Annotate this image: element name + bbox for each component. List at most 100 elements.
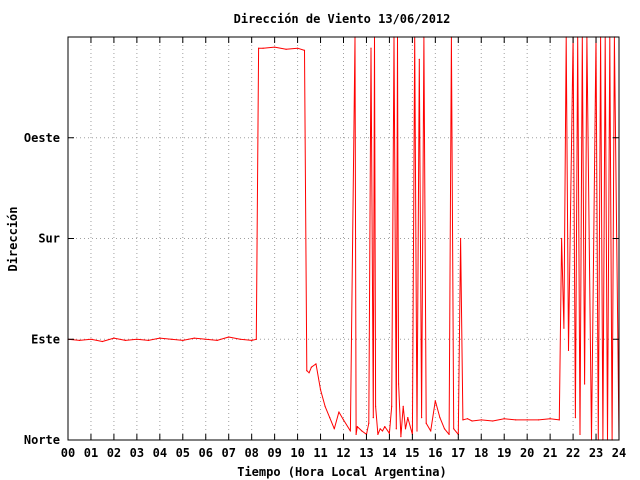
x-tick-label: 18 [474, 446, 488, 460]
data-point [182, 339, 184, 341]
data-point [579, 433, 581, 435]
x-tick-label: 16 [428, 446, 442, 460]
data-point [297, 47, 299, 49]
data-point [349, 430, 351, 432]
data-point [147, 339, 149, 341]
data-point [375, 405, 377, 407]
data-point [101, 340, 103, 343]
x-tick-label: 21 [543, 446, 557, 460]
data-point [515, 419, 517, 421]
data-point [549, 418, 551, 420]
data-point [384, 426, 386, 428]
series-path [67, 36, 620, 441]
data-point [228, 336, 230, 338]
x-tick-label: 07 [221, 446, 235, 460]
x-tick-label: 00 [61, 446, 75, 460]
data-point [395, 428, 397, 430]
data-point [574, 417, 577, 419]
data-point [306, 370, 308, 372]
data-point [113, 337, 115, 339]
tick-layer [67, 37, 620, 441]
x-tick-label: 02 [107, 446, 121, 460]
data-point [462, 419, 464, 421]
data-point [78, 339, 81, 341]
data-point [430, 430, 432, 432]
x-tick-label: 05 [176, 446, 190, 460]
y-axis-label: Dirección [6, 206, 20, 271]
y-tick-label: Este [31, 332, 60, 346]
x-tick-label: 12 [336, 446, 350, 460]
data-point [439, 417, 441, 419]
data-point [303, 49, 306, 52]
data-point [407, 417, 409, 419]
data-point [159, 337, 161, 339]
x-tick-labels: 00 01 02 03 04 05 06 07 08 09 10 11 12 13 14 15 16 17 18 19… [61, 446, 626, 460]
x-tick-label: 15 [405, 446, 419, 460]
data-point [124, 339, 126, 341]
data-point [333, 428, 335, 430]
x-tick-label: 08 [244, 446, 258, 460]
data-point [319, 389, 322, 391]
data-point [170, 338, 172, 340]
data-point [503, 418, 505, 420]
x-tick-label: 06 [199, 446, 213, 460]
data-point [379, 428, 381, 430]
x-tick-label: 04 [153, 446, 167, 460]
y-tick-label: Sur [38, 232, 60, 246]
x-tick-label: 03 [130, 446, 144, 460]
x-tick-label: 14 [382, 446, 396, 460]
data-point [404, 428, 407, 430]
x-tick-label: 10 [290, 446, 304, 460]
x-tick-label: 24 [612, 446, 626, 460]
data-point [492, 420, 494, 422]
data-point [193, 337, 195, 339]
x-tick-label: 13 [359, 446, 373, 460]
grid-layer [68, 37, 619, 440]
data-point [342, 419, 345, 421]
y-tick-labels: Norte Este Sur Oeste [24, 131, 60, 447]
data-point [558, 419, 560, 421]
x-tick-label: 09 [267, 446, 281, 460]
data-point [563, 327, 565, 329]
data-point [308, 372, 310, 374]
data-point [356, 426, 358, 428]
data-point [418, 58, 420, 61]
data-point [315, 363, 317, 365]
data-point [400, 436, 402, 438]
data-point [561, 237, 563, 240]
data-point [255, 338, 257, 340]
data-point [584, 383, 586, 385]
data-point [324, 405, 326, 407]
data-point [443, 428, 446, 430]
data-point [448, 433, 450, 435]
x-tick-label: 11 [313, 446, 327, 460]
data-point [90, 338, 92, 340]
x-tick-label: 01 [84, 446, 98, 460]
data-point [372, 417, 374, 419]
data-point [216, 339, 218, 341]
data-point [402, 405, 404, 407]
data-point [434, 400, 436, 402]
data-point [368, 422, 370, 424]
data-point [377, 433, 379, 435]
data-point [274, 46, 276, 48]
data-point [262, 47, 264, 49]
x-tick-label: 23 [589, 446, 603, 460]
data-point [205, 338, 207, 340]
y-tick-label: Norte [24, 433, 60, 447]
data-point [251, 339, 253, 341]
x-tick-label: 17 [451, 446, 465, 460]
data-point [421, 417, 423, 419]
data-point [338, 411, 340, 413]
data-point [480, 419, 482, 421]
data-point [329, 417, 331, 419]
data-point [453, 428, 455, 430]
data-point [526, 419, 528, 421]
data-point [388, 432, 390, 434]
data-point [239, 338, 241, 340]
chart-title: Dirección de Viento 13/06/2012 [234, 12, 451, 26]
x-tick-label: 22 [566, 446, 580, 460]
data-point [370, 47, 372, 49]
data-point [466, 418, 469, 420]
data-point [425, 422, 427, 424]
